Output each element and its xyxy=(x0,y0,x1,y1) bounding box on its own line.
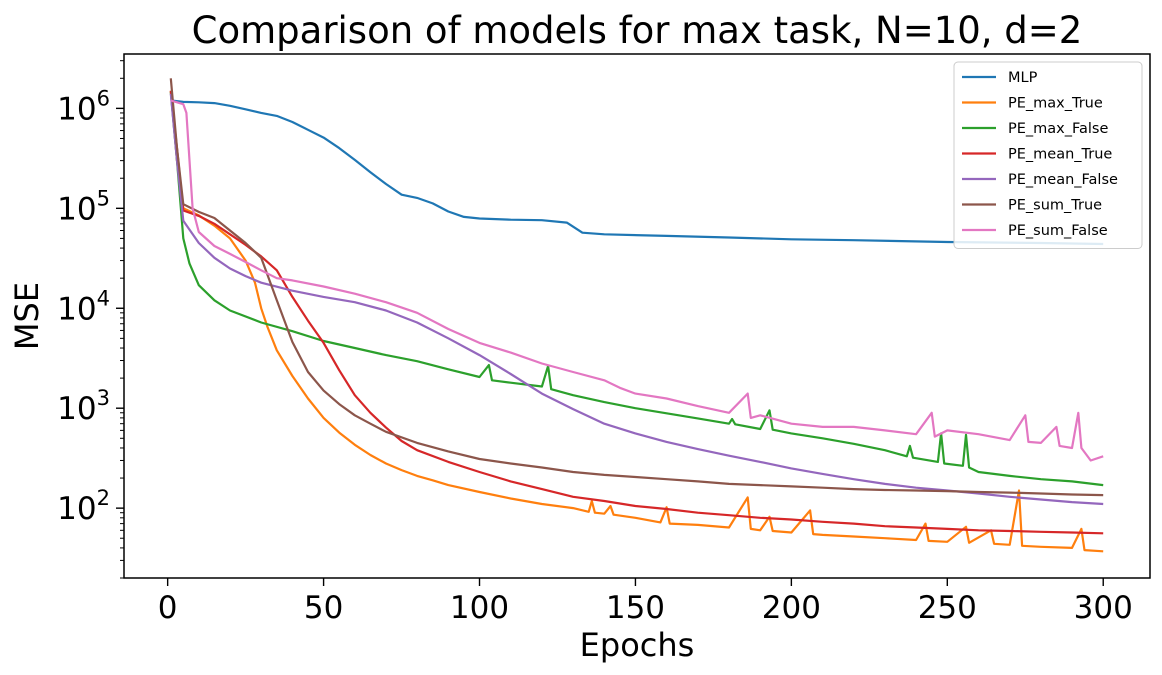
x-tick-label-2: 100 xyxy=(450,590,509,626)
legend-label-0: MLP xyxy=(1008,70,1038,86)
x-tick-label-6: 300 xyxy=(1074,590,1133,626)
series-line-0 xyxy=(170,99,1104,246)
legend-label-4: PE_mean_False xyxy=(1008,172,1118,188)
legend-frame xyxy=(953,61,1143,249)
x-tick-label-3: 150 xyxy=(606,590,665,626)
series-layer xyxy=(169,78,1104,553)
y-tick-label-3: 105 xyxy=(57,186,110,227)
y-axis-label: MSE xyxy=(8,282,46,350)
y-tick-label-4: 106 xyxy=(57,86,110,127)
x-tick-label-4: 200 xyxy=(762,590,821,626)
y-tick-label-1: 103 xyxy=(57,386,110,427)
series-line-4 xyxy=(169,93,1104,506)
series-line-5 xyxy=(169,78,1104,497)
legend-label-6: PE_sum_False xyxy=(1008,223,1108,239)
legend-label-1: PE_max_True xyxy=(1008,96,1103,112)
x-tick-label-5: 250 xyxy=(918,590,977,626)
legend: MLP PE_max_True PE_max_False PE_mean_True PE… xyxy=(953,61,1143,249)
y-tick-label-2: 104 xyxy=(57,286,110,327)
plot-frame xyxy=(123,53,1151,579)
x-axis: 0 50 100 150 200 250 300 xyxy=(158,578,1133,626)
series-line-1 xyxy=(169,90,1104,553)
chart-title: Comparison of models for max task, N=10,… xyxy=(192,9,1083,52)
legend-label-3: PE_mean_True xyxy=(1008,147,1112,163)
x-tick-label-1: 50 xyxy=(304,590,343,626)
y-axis: 102 103 104 105 106 xyxy=(57,60,124,579)
x-tick-label-0: 0 xyxy=(158,590,178,626)
legend-label-5: PE_sum_True xyxy=(1008,198,1102,214)
legend-label-2: PE_max_False xyxy=(1008,121,1108,137)
series-line-6 xyxy=(170,99,1104,462)
series-line-2 xyxy=(169,92,1104,487)
x-axis-label: Epochs xyxy=(580,626,695,664)
y-tick-label-0: 102 xyxy=(57,486,110,527)
